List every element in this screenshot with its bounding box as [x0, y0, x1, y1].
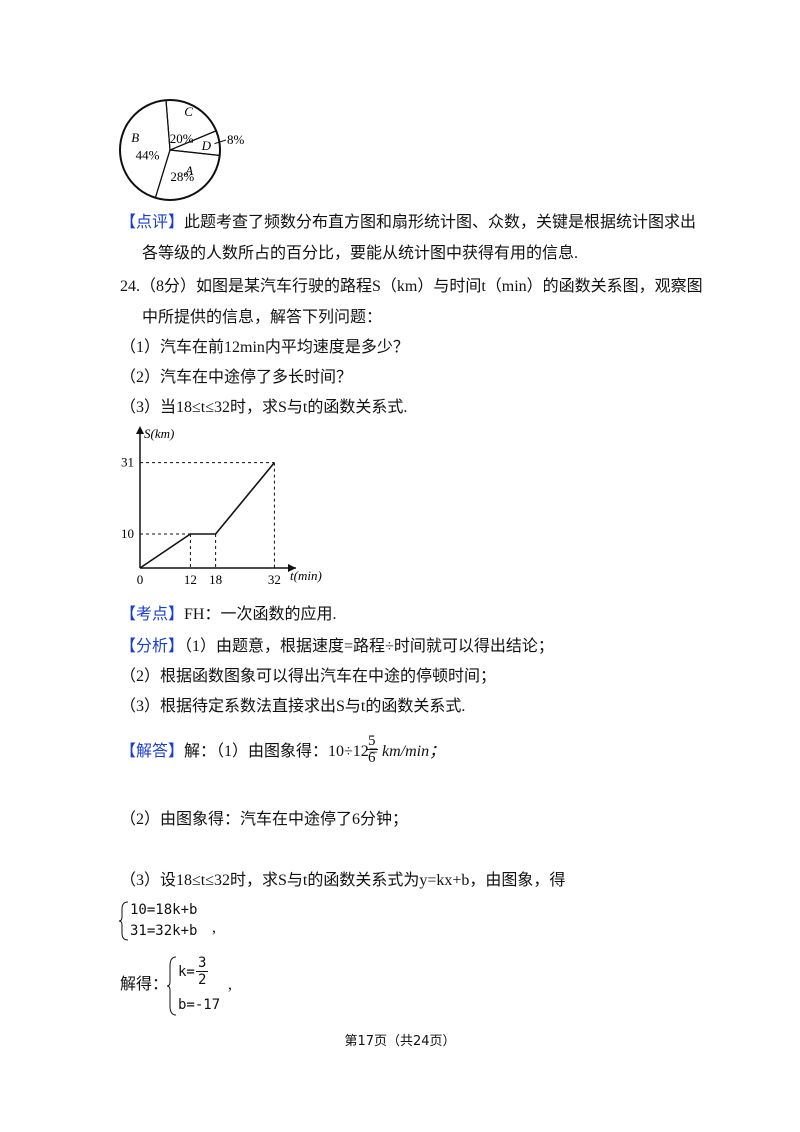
key-point: 【考点】FH：一次函数的应用. — [120, 605, 336, 625]
answer-line: 【解答】解：（1）由图象得：10÷12= — [120, 742, 378, 762]
analysis-text: （1）由题意，根据速度=路程÷时间就可以得出结论； — [184, 638, 554, 655]
answer-line: （2）由图象得：汽车在中途停了6分钟； — [120, 811, 409, 828]
punct: , — [212, 919, 216, 936]
y-tick-label: 31 — [121, 455, 134, 470]
review-tag: 【点评】 — [120, 214, 185, 231]
y-arrow — [136, 426, 144, 434]
punct: , — [228, 976, 232, 993]
pie-sector — [154, 149, 221, 201]
review-line: 【点评】此题考查了频数分布直方图和扇形统计图、众数，关键是根据统计图求出 — [120, 213, 696, 233]
analysis-line: （3）根据待定系数法直接求出S与t的函数关系式. — [120, 698, 466, 715]
x-tick-label: 0 — [137, 572, 144, 587]
question-line: （1）汽车在前12min内平均速度是多少？ — [120, 339, 409, 356]
brace — [118, 901, 129, 941]
graph-line — [139, 462, 276, 569]
pie-label: 44% — [136, 148, 160, 163]
question-line: （3）当18≤t≤32时，求S与t的函数关系式. — [120, 399, 408, 416]
review-text: 此题考查了频数分布直方图和扇形统计图、众数，关键是根据统计图求出 — [184, 214, 697, 231]
pie-letter: A — [184, 163, 193, 178]
x-tick-label: 12 — [184, 572, 197, 587]
y-tick-label: 10 — [121, 526, 134, 541]
y-axis-label: S(km) — [144, 426, 174, 441]
review-text: 各等级的人数所占的百分比，要能从统计图中获得有用的信息. — [142, 245, 579, 262]
pie-sector — [119, 99, 171, 199]
denominator: 6 — [368, 750, 376, 766]
pie-sector — [165, 99, 217, 151]
k-lhs: k= — [178, 964, 195, 980]
pie-letter: D — [201, 138, 212, 153]
answer-text: 解：（1）由图象得：10÷12= — [184, 743, 378, 760]
answer-line: （3）设18≤t≤32时，求S与t的函数关系式为y=kx+b，由图象，得 — [120, 872, 566, 889]
pie-label: 8% — [227, 132, 245, 147]
b-line: b=-17 — [178, 997, 221, 1013]
solve-prefix: 解得： — [120, 976, 169, 993]
line-graph: S(km) t(min) 10 31 0 12 18 32 — [121, 426, 322, 587]
x-axis-label: t(min) — [290, 568, 322, 583]
pie-label: 28% — [170, 169, 194, 184]
numerator: 3 — [196, 955, 209, 972]
x-arrow — [288, 564, 296, 572]
analysis-line: （2）根据函数图象可以得出汽车在中途的停顿时间； — [120, 668, 497, 685]
x-tick-label: 18 — [209, 572, 222, 587]
system-line: 10=18k+b — [130, 902, 198, 918]
pie-letter: B — [131, 130, 139, 145]
key-point-tag: 【考点】 — [120, 606, 185, 623]
unit: km/min； — [382, 743, 446, 760]
question-line: （2）汽车在中途停了多长时间？ — [120, 369, 353, 386]
answer-tag: 【解答】 — [120, 743, 185, 760]
pie-letter: C — [184, 104, 193, 119]
footer: 第17页（共24页） — [344, 1034, 456, 1049]
analysis-tag: 【分析】 — [120, 638, 185, 655]
key-point-text: FH：一次函数的应用. — [184, 606, 337, 623]
question-line: 中所提供的信息，解答下列问题： — [142, 309, 383, 326]
leader-line — [214, 139, 227, 145]
numerator: 5 — [366, 733, 378, 750]
denominator: 2 — [198, 972, 207, 988]
pie-figure: C20% D 8%A28%B44% — [119, 99, 245, 201]
system-line: 31=32k+b — [130, 923, 198, 939]
question-line: 24.（8分）如图是某汽车行驶的路程S（km）与时间t（min）的函数关系图，观… — [120, 278, 703, 295]
x-tick-label: 32 — [268, 572, 281, 587]
analysis-line: 【分析】（1）由题意，根据速度=路程÷时间就可以得出结论； — [120, 637, 554, 657]
brace — [166, 956, 177, 1016]
